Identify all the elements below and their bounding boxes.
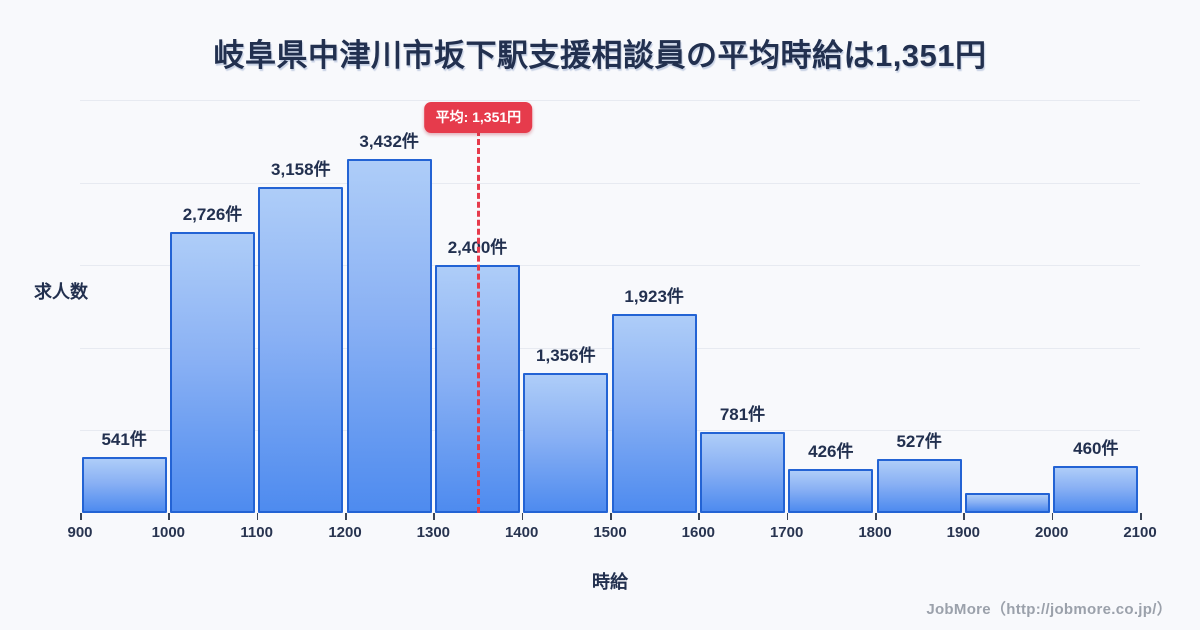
bar-value-label: 1,923件: [624, 287, 684, 307]
bar-value-label: 460件: [1073, 438, 1119, 458]
histogram-bar: [876, 458, 962, 513]
histogram-bar: [169, 231, 256, 513]
x-tick-mark: [80, 513, 82, 520]
x-tick-mark: [698, 513, 700, 520]
x-tick-mark: [1051, 513, 1054, 520]
bar-value-label: 541件: [101, 430, 147, 450]
bar-value-label: 426件: [808, 442, 854, 462]
histogram-bar: [611, 314, 697, 513]
x-tick-mark: [345, 513, 347, 520]
gridline: [80, 347, 1140, 349]
x-tick-label: 2100: [1123, 524, 1157, 541]
x-tick-mark: [521, 513, 524, 520]
x-tick-label: 2000: [1034, 524, 1069, 541]
histogram-bar: [523, 373, 609, 513]
x-tick-mark: [168, 513, 170, 520]
histogram-bar: [699, 432, 786, 513]
histogram-bar: [258, 186, 344, 513]
page-title: 岐阜県中津川市坂下駅支援相談員の平均時給は1,351円: [213, 38, 987, 73]
histogram-bar: [1053, 465, 1139, 513]
x-tick-label: 1900: [946, 524, 981, 541]
y-axis-label: 求人数: [34, 282, 88, 302]
histogram-bar: [964, 493, 1051, 513]
gridline: [80, 265, 1140, 267]
gridline: [80, 100, 1140, 101]
bar-value-label: 527件: [896, 431, 942, 451]
bar-value-label: 2,726件: [182, 204, 243, 224]
x-tick-label: 1700: [769, 524, 804, 541]
x-tick-mark: [433, 513, 435, 520]
x-tick-label: 1400: [504, 524, 539, 541]
x-tick-mark: [786, 513, 789, 520]
x-tick-label: 900: [67, 524, 93, 541]
footer-credit: JobMore（http://jobmore.co.jp/）: [926, 601, 1172, 618]
bar-value-label: 1,356件: [536, 346, 596, 365]
x-tick-label: 1500: [593, 524, 627, 541]
histogram-bar: [346, 158, 432, 513]
x-tick-label: 1200: [328, 524, 362, 541]
x-axis-label: 時給: [592, 572, 628, 592]
plot-area: 平均: 1,351円 541件 2,726件 3,158件 3,432件 2,400件 1…: [67, 100, 1157, 541]
gridline: [80, 430, 1140, 432]
bar-value-label: 781件: [719, 405, 766, 425]
x-tick-label: 1600: [681, 524, 716, 541]
average-badge: 平均: 1,351円: [424, 102, 533, 133]
bar-value-label: 3,432件: [359, 131, 419, 151]
x-tick-mark: [963, 513, 965, 520]
x-tick-label: 1300: [416, 524, 451, 541]
x-tick-mark: [875, 513, 877, 520]
gridline: [80, 182, 1140, 184]
histogram-bar: [81, 457, 167, 513]
histogram-bar: [788, 469, 874, 513]
x-tick-mark: [1140, 513, 1142, 520]
x-tick-label: 1000: [151, 524, 186, 541]
bar-value-label: 3,158件: [271, 159, 331, 179]
x-tick-label: 1100: [240, 524, 273, 541]
x-tick-mark: [610, 513, 612, 520]
x-tick-mark: [256, 513, 259, 520]
average-line: [476, 130, 480, 513]
x-tick-label: 1800: [858, 524, 892, 541]
